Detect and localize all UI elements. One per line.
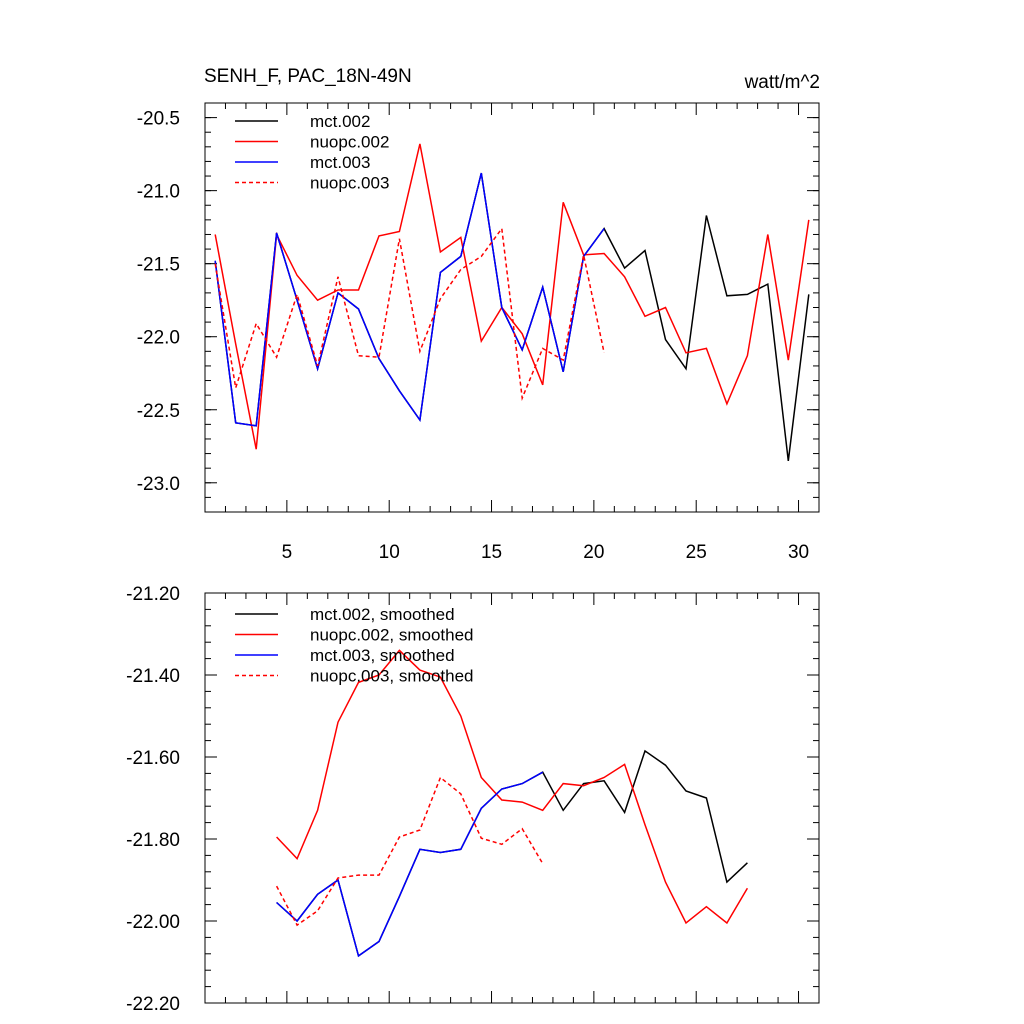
plot-frame	[204, 592, 820, 1004]
series-line-mct-002-smoothed	[276, 749, 748, 958]
x-tick-label: 10	[379, 542, 400, 563]
y-tick-label: -21.80	[126, 830, 180, 851]
series-line-nuopc-002-smoothed	[276, 649, 749, 925]
x-tick-label: 25	[686, 542, 707, 563]
legend-label: nuopc.002	[310, 133, 389, 152]
y-tick-label: -21.0	[137, 182, 180, 203]
y-tick-label: -20.5	[137, 109, 180, 130]
y-tick-label: -21.20	[126, 584, 180, 605]
legend-label: mct.002	[310, 112, 370, 131]
y-tick-label: -21.40	[126, 666, 180, 687]
legend-label: mct.003	[310, 153, 370, 172]
legend-label: mct.003, smoothed	[310, 646, 455, 665]
legend-label: nuopc.002, smoothed	[310, 626, 474, 645]
y-tick-label: -22.20	[126, 994, 180, 1015]
y-tick-label: -21.60	[126, 748, 180, 769]
legend-label: nuopc.003	[310, 174, 389, 193]
x-tick-label: 15	[481, 542, 502, 563]
y-tick-label: -22.5	[137, 401, 180, 422]
series-line-nuopc-002	[214, 143, 810, 450]
bottom-panel: -21.20 -21.40 -21.60 -21.80 -22.00 -22.20 mct.…	[126, 584, 820, 1015]
top-panel: 5 10 15 20 25 30 -20.5 -21.0 -21.5 -22.0 -22.5 -23.…	[137, 102, 820, 563]
x-tick-label: 5	[282, 542, 293, 563]
legend-label: mct.002, smoothed	[310, 605, 455, 624]
y-tick-label: -21.5	[137, 255, 180, 276]
y-tick-label: -22.00	[126, 912, 180, 933]
x-tick-label: 30	[788, 542, 809, 563]
units-label: watt/m^2	[744, 72, 820, 93]
series-line-nuopc-003	[214, 226, 605, 402]
series-line-mct-003-smoothed	[276, 771, 544, 958]
y-tick-label: -23.0	[137, 474, 180, 495]
figure-title: SENH_F, PAC_18N-49N	[204, 66, 412, 87]
legend-label: nuopc.003, smoothed	[310, 667, 474, 686]
y-tick-label: -22.0	[137, 328, 180, 349]
series-line-mct-003	[214, 172, 605, 427]
x-tick-label: 20	[583, 542, 604, 563]
